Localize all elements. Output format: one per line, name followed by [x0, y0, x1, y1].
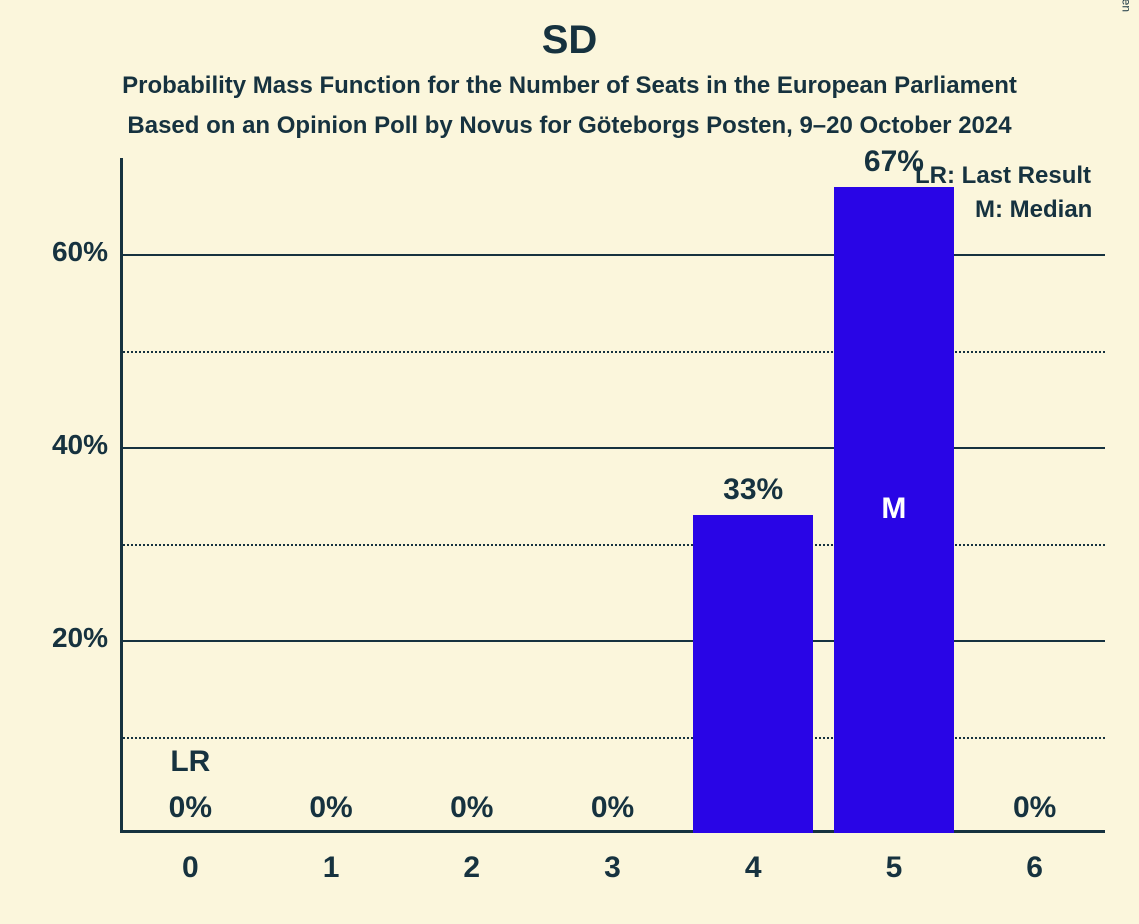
copyright-text: © 2024 Filip van Laenen: [1119, 0, 1133, 12]
plot-area: 20%40%60%0%LR00%10%20%333%467%M50%6: [120, 158, 1105, 833]
gridline: [120, 254, 1105, 256]
x-tick-label: 0: [120, 851, 261, 885]
chart-subtitle-1: Probability Mass Function for the Number…: [0, 72, 1139, 100]
y-axis: [120, 158, 123, 833]
bar-marker: M: [824, 492, 965, 526]
gridline-minor: [120, 544, 1105, 546]
legend-median: M: Median: [975, 196, 1092, 224]
y-tick-label: 40%: [28, 429, 108, 461]
x-tick-label: 2: [401, 851, 542, 885]
x-tick-label: 4: [683, 851, 824, 885]
bar-value-label: 0%: [120, 791, 261, 825]
bar-value-label: 33%: [683, 473, 824, 507]
x-tick-label: 5: [824, 851, 965, 885]
gridline-minor: [120, 737, 1105, 739]
bar-value-label: 0%: [261, 791, 402, 825]
gridline: [120, 447, 1105, 449]
x-tick-label: 1: [261, 851, 402, 885]
bar-marker: LR: [120, 745, 261, 779]
x-tick-label: 6: [964, 851, 1105, 885]
y-tick-label: 60%: [28, 236, 108, 268]
bar-value-label: 0%: [401, 791, 542, 825]
chart-canvas: SD Probability Mass Function for the Num…: [0, 0, 1139, 924]
chart-title: SD: [0, 18, 1139, 63]
bar: [693, 515, 813, 833]
bar-value-label: 0%: [542, 791, 683, 825]
legend-last-result: LR: Last Result: [915, 162, 1091, 190]
bar-value-label: 0%: [964, 791, 1105, 825]
gridline-minor: [120, 351, 1105, 353]
y-tick-label: 20%: [28, 622, 108, 654]
x-axis: [120, 830, 1105, 833]
chart-subtitle-2: Based on an Opinion Poll by Novus for Gö…: [0, 112, 1139, 140]
gridline: [120, 640, 1105, 642]
x-tick-label: 3: [542, 851, 683, 885]
